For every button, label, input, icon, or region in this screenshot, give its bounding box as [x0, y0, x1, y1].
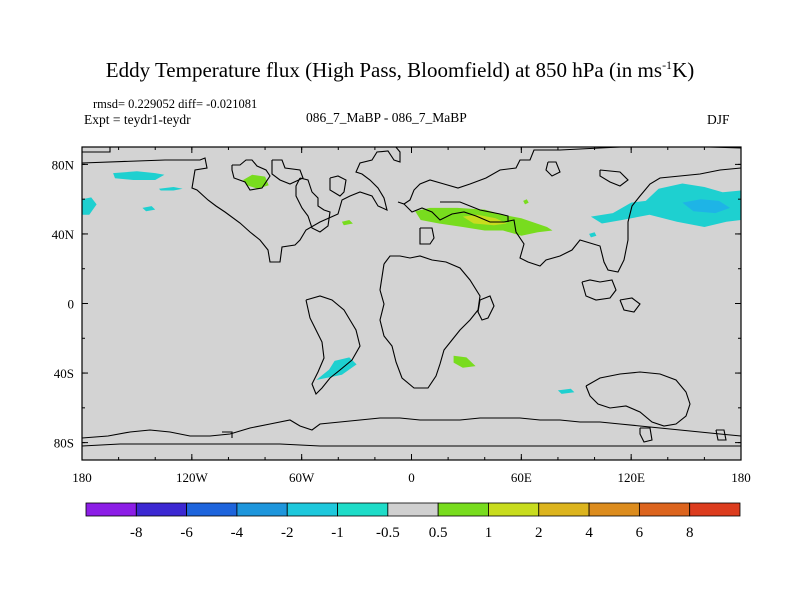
colorbar-label: 4: [585, 525, 593, 541]
x-tick-label: 180: [731, 470, 751, 485]
x-axis: 180 120W 60W 0 60E 120E 180: [72, 147, 751, 485]
region-south-america: [316, 357, 357, 380]
x-tick-label: 60W: [289, 470, 315, 485]
coastlines: [82, 147, 741, 447]
region-arctic-canada: [243, 174, 269, 189]
colorbar-label: 2: [535, 525, 543, 541]
season-label: DJF: [707, 112, 730, 127]
colorbar-swatch: [689, 502, 741, 517]
colorbar-swatch: [387, 502, 439, 517]
colorbar-label: -1: [331, 525, 344, 541]
region-n-pacific-west: [82, 197, 97, 215]
y-tick-label: 40N: [52, 227, 75, 242]
colorbar: -8 -6 -4 -2 -1 -0.5 0.5 1 2 4 6 8: [85, 502, 741, 541]
region-med-small: [341, 220, 353, 226]
y-axis: 80N 40N 0 40S 80S: [52, 157, 741, 451]
colorbar-label: -6: [180, 525, 193, 541]
colorbar-label: 6: [636, 525, 644, 541]
region-indian-ocean: [557, 388, 575, 394]
chart-title: Eddy Temperature flux (High Pass, Bloomf…: [105, 58, 695, 82]
region-n-pacific-north: [113, 171, 165, 180]
colorbar-swatch: [638, 502, 691, 517]
region-n-pacific-small: [158, 187, 183, 191]
colorbar-label: -8: [130, 525, 143, 541]
region-n-pacific-dot: [142, 206, 156, 212]
x-tick-label: 0: [408, 470, 415, 485]
colorbar-label: 1: [485, 525, 493, 541]
colorbar-label: -2: [281, 525, 294, 541]
region-mideast-small: [523, 199, 529, 205]
region-east-asia-core: [682, 199, 730, 214]
colorbar-swatch: [135, 502, 188, 517]
colorbar-swatch: [538, 502, 590, 517]
experiment-label: Expt = teydr1-teydr: [84, 112, 191, 127]
colorbar-swatch: [337, 502, 389, 517]
run-label: 086_7_MaBP - 086_7_MaBP: [306, 110, 467, 125]
y-tick-label: 80N: [52, 157, 75, 172]
region-japan-small: [589, 232, 597, 238]
colorbar-label: 8: [686, 525, 694, 541]
x-tick-label: 120E: [617, 470, 645, 485]
colorbar-swatch: [85, 502, 137, 517]
x-tick-label: 60E: [511, 470, 532, 485]
x-tick-label: 120W: [176, 470, 209, 485]
colorbar-swatch: [286, 502, 338, 517]
stats-text: rmsd= 0.229052 diff= -0.021081: [93, 97, 258, 111]
x-tick-label: 180: [72, 470, 92, 485]
colorbar-swatch: [588, 502, 640, 517]
y-tick-label: 40S: [54, 366, 74, 381]
colorbar-swatch: [488, 502, 540, 517]
colorbar-swatch: [236, 502, 288, 517]
region-south-atlantic-green: [453, 355, 476, 368]
colorbar-swatch: [437, 502, 489, 517]
region-east-asia: [590, 183, 741, 227]
colorbar-label: 0.5: [429, 525, 448, 541]
colorbar-label: -4: [231, 525, 244, 541]
colorbar-label: -0.5: [376, 525, 400, 541]
y-tick-label: 0: [68, 297, 75, 312]
colorbar-swatch: [186, 502, 238, 517]
y-tick-label: 80S: [54, 436, 74, 451]
